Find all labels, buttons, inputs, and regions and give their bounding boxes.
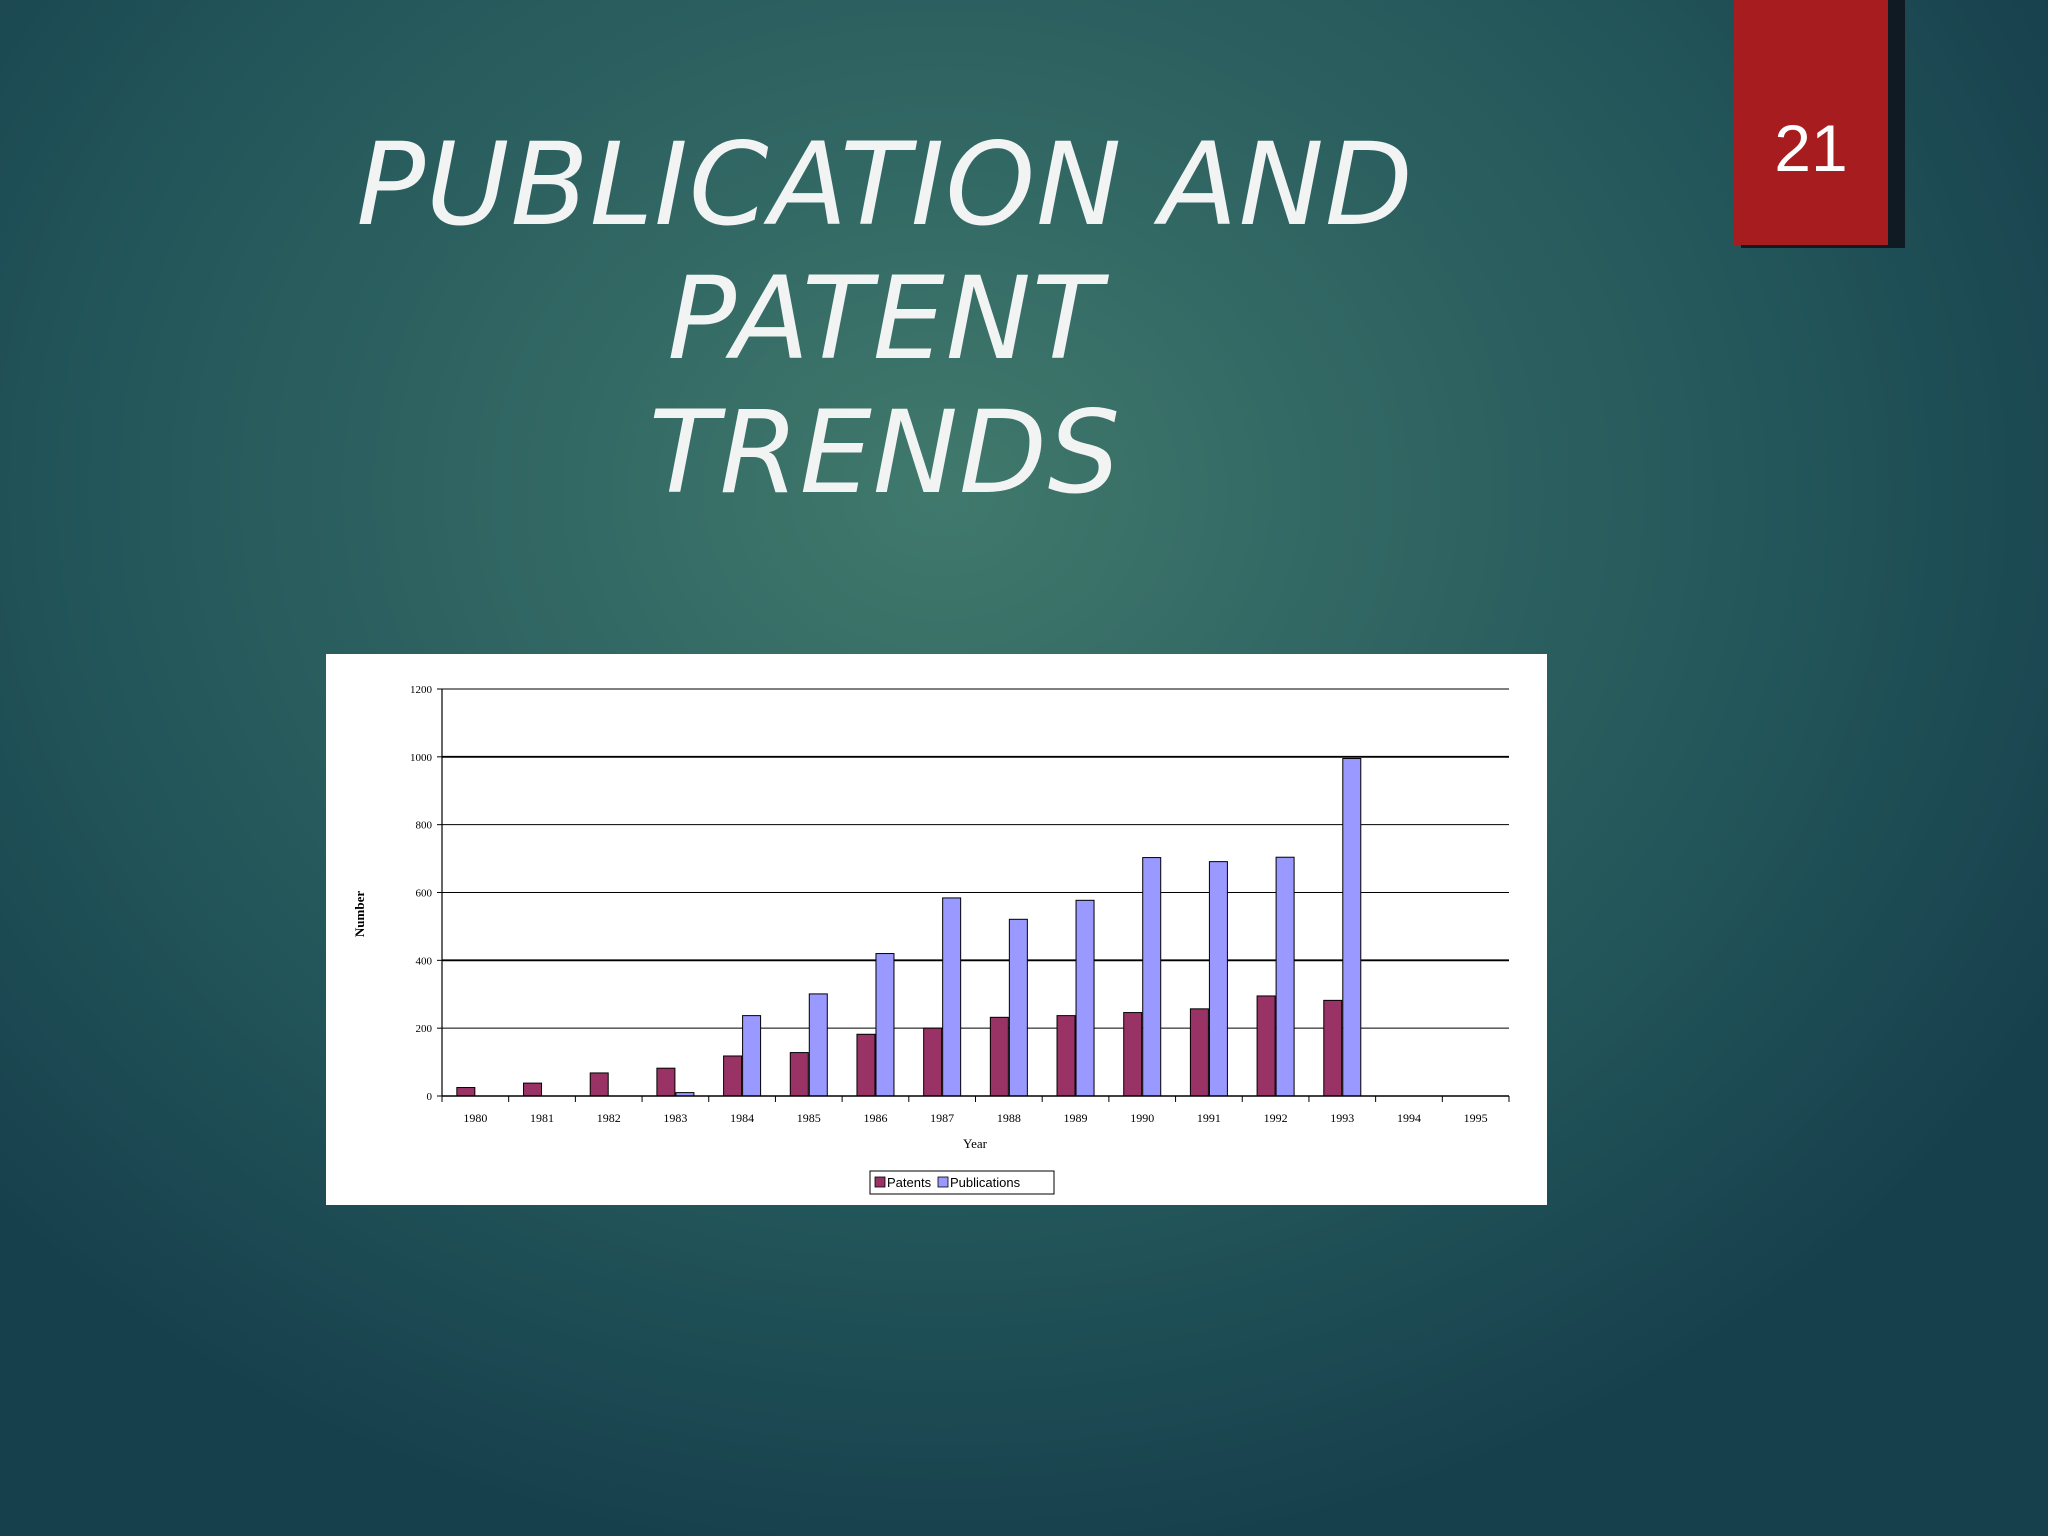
bar-patents	[523, 1082, 543, 1097]
x-tick-label: 1992	[1264, 1111, 1288, 1125]
y-tick-label: 0	[427, 1091, 433, 1103]
bar-patents	[656, 1067, 676, 1097]
x-tick-label: 1990	[1130, 1111, 1154, 1125]
y-tick-label: 600	[416, 888, 433, 900]
bar-publications	[875, 953, 895, 1097]
x-tick-label: 1994	[1397, 1111, 1421, 1125]
x-tick-label: 1987	[930, 1111, 954, 1125]
legend-swatch-publications	[937, 1176, 949, 1188]
bar-patents	[856, 1033, 876, 1097]
bar-publications	[742, 1015, 762, 1097]
legend-box	[869, 1170, 1055, 1195]
page-number: 21	[1774, 110, 1848, 185]
legend-label-patents: Patents	[887, 1175, 932, 1190]
bar-publications	[1142, 857, 1162, 1097]
x-tick-label: 1991	[1197, 1111, 1221, 1125]
x-tick-label: 1986	[863, 1111, 887, 1125]
bar-patents	[1256, 995, 1276, 1097]
bar-patents	[923, 1027, 943, 1097]
bar-publications	[1208, 861, 1228, 1097]
x-tick-label: 1982	[597, 1111, 621, 1125]
y-tick-label: 800	[416, 820, 433, 832]
slide-title: PUBLICATION AND PATENT TRENDS	[150, 118, 1620, 520]
x-tick-label: 1981	[530, 1111, 554, 1125]
bar-patents	[1123, 1012, 1143, 1097]
y-tick-label: 200	[416, 1023, 433, 1035]
x-tick-label: 1993	[1330, 1111, 1354, 1125]
y-axis-label: Number	[352, 891, 367, 937]
x-tick-label: 1984	[730, 1111, 754, 1125]
bar-patents	[789, 1052, 809, 1097]
y-tick-label: 1200	[410, 684, 433, 696]
x-tick-label: 1988	[997, 1111, 1021, 1125]
legend-swatch-patents	[874, 1176, 886, 1188]
bar-publications	[942, 897, 962, 1097]
bar-patents	[1323, 999, 1343, 1097]
legend: Patents Publications	[869, 1170, 1055, 1195]
chart-card: 0 200 400 600 800 1000 1200 1980 1981 1982 1983 198…	[326, 654, 1547, 1205]
bar-patents	[723, 1055, 743, 1097]
bar-patents	[589, 1072, 609, 1097]
x-tick-label: 1989	[1064, 1111, 1088, 1125]
bar-patents	[456, 1087, 476, 1097]
slide-title-line-2: TRENDS	[648, 386, 1122, 519]
x-tick-label: 1985	[797, 1111, 821, 1125]
y-tick-label: 400	[416, 955, 433, 967]
bar-patents	[1189, 1008, 1209, 1097]
bar-chart: 0 200 400 600 800 1000 1200 1980 1981 1982 1983 198…	[352, 684, 1510, 1195]
bar-publications	[808, 993, 828, 1097]
slide-title-line-1: PUBLICATION AND PATENT	[356, 118, 1414, 385]
legend-label-publications: Publications	[950, 1175, 1021, 1190]
bar-patents	[989, 1016, 1009, 1097]
x-tick-label: 1995	[1464, 1111, 1488, 1125]
x-tick-label: 1983	[663, 1111, 687, 1125]
bar-publications	[1075, 899, 1095, 1097]
x-tick-label: 1980	[463, 1111, 487, 1125]
y-tick-label: 1000	[410, 752, 433, 764]
bar-patents	[1056, 1015, 1076, 1097]
page-number-badge: 21	[1734, 0, 1888, 245]
bar-publications	[1008, 918, 1028, 1097]
bar-publications	[1342, 758, 1362, 1097]
bar-publications	[1275, 856, 1295, 1097]
x-axis-label: Year	[963, 1136, 988, 1151]
